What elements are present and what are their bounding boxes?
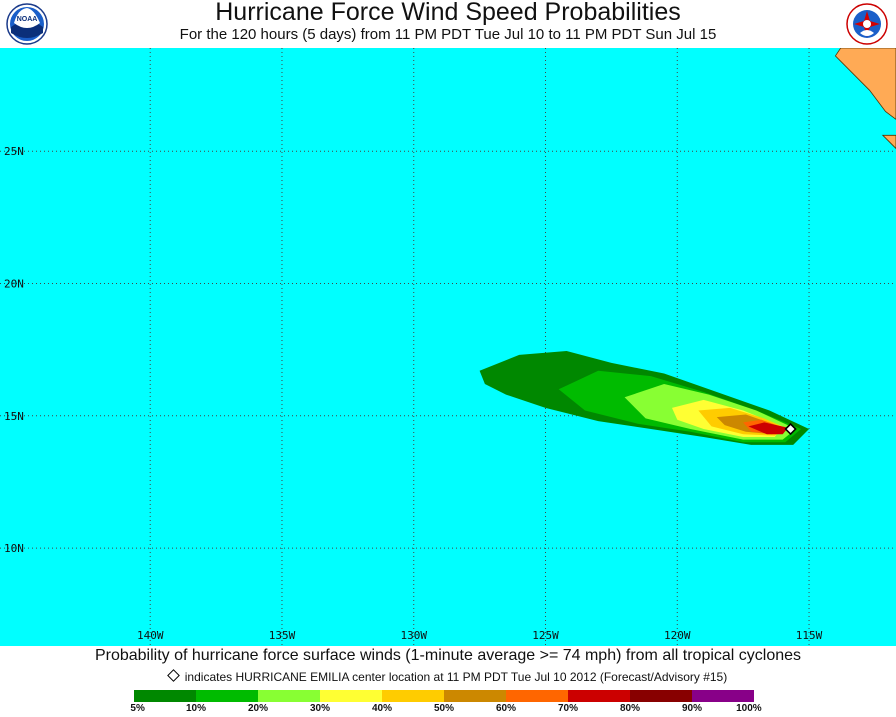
- legend-caption: Probability of hurricane force surface w…: [94, 647, 802, 664]
- map-canvas: 25N 20N 15N 10N 140W 135W 130W 125W 120W 115W: [0, 48, 896, 646]
- color-legend: [134, 690, 754, 702]
- land-baja-tip: [881, 134, 896, 150]
- header: NOAA Hurricane Force Wind Speed Probabil…: [0, 0, 896, 48]
- legend-labels: 5% 10% 20% 30% 40% 50% 60% 70% 80% 90% 100%: [0, 703, 896, 717]
- legend-swatch: [568, 690, 630, 702]
- latitude-label: 20N: [4, 277, 24, 290]
- footer: Probability of hurricane force surface w…: [0, 646, 896, 716]
- legend-swatch: [134, 690, 196, 702]
- nws-logo-icon: [846, 3, 888, 45]
- latitude-label: 25N: [4, 145, 24, 158]
- latitude-label: 10N: [4, 542, 24, 555]
- coordinate-labels: 25N 20N 15N 10N 140W 135W 130W 125W 120W 115W: [4, 145, 823, 642]
- storm-center-note: indicates HURRICANE EMILIA center locati…: [0, 669, 896, 684]
- longitude-label: 120W: [664, 629, 691, 642]
- probability-contours: [479, 351, 809, 445]
- legend-swatch: [320, 690, 382, 702]
- probability-map: 25N 20N 15N 10N 140W 135W 130W 125W 120W 115W: [0, 48, 896, 646]
- legend-label: 10%: [185, 703, 207, 714]
- land-baja-california: [834, 48, 896, 120]
- diamond-marker-icon: [166, 669, 180, 682]
- legend-label: 80%: [619, 703, 641, 714]
- longitude-label: 125W: [532, 629, 559, 642]
- legend-swatch: [258, 690, 320, 702]
- legend-swatch: [444, 690, 506, 702]
- legend-label: 40%: [371, 703, 393, 714]
- ocean: [0, 48, 896, 646]
- land-layer: [834, 48, 896, 150]
- legend-label: 30%: [309, 703, 331, 714]
- legend-label: 5%: [130, 703, 145, 714]
- legend-swatch: [630, 690, 692, 702]
- page-subtitle: For the 120 hours (5 days) from 11 PM PD…: [179, 26, 717, 43]
- legend-label: 60%: [495, 703, 517, 714]
- longitude-label: 130W: [400, 629, 427, 642]
- legend-swatch: [506, 690, 568, 702]
- storm-center-layer: [784, 422, 797, 436]
- page-title: Hurricane Force Wind Speed Probabilities: [215, 0, 681, 26]
- graticule: [0, 48, 896, 646]
- longitude-label: 140W: [137, 629, 164, 642]
- latitude-label: 15N: [4, 410, 24, 423]
- storm-center-diamond-icon: [784, 422, 797, 436]
- longitude-label: 135W: [269, 629, 296, 642]
- legend-swatch: [692, 690, 754, 702]
- noaa-logo-icon: NOAA: [6, 3, 48, 45]
- legend-label: 20%: [247, 703, 269, 714]
- longitude-label: 115W: [796, 629, 823, 642]
- legend-label: 50%: [433, 703, 455, 714]
- legend-swatch: [382, 690, 444, 702]
- storm-center-note-text: indicates HURRICANE EMILIA center locati…: [184, 670, 728, 684]
- legend-label: 90%: [681, 703, 703, 714]
- svg-text:NOAA: NOAA: [17, 16, 38, 23]
- legend-swatch: [196, 690, 258, 702]
- legend-label: 100%: [736, 703, 762, 714]
- legend-label: 70%: [557, 703, 579, 714]
- contour-70-percent: [748, 422, 788, 435]
